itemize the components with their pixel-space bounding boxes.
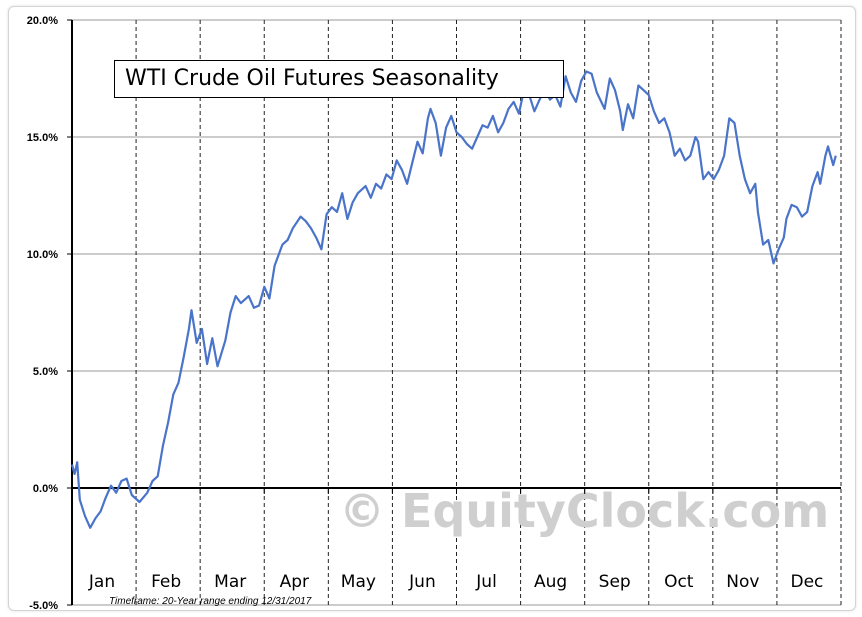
x-tick-label: Dec	[791, 572, 824, 592]
grid-layer	[72, 19, 842, 606]
seasonality-chart: © EquityClock.com 20.0% 15.0% 10.0% 5.0% 0.0…	[27, 15, 842, 610]
x-tick-label: Apr	[280, 572, 309, 592]
x-tick-label: Sep	[599, 572, 631, 592]
y-tick-label: 5.0%	[33, 366, 58, 378]
x-tick-label: Oct	[664, 572, 694, 592]
chart-frame: © EquityClock.com 20.0% 15.0% 10.0% 5.0% 0.0…	[8, 6, 856, 611]
x-tick-label: Jul	[475, 572, 497, 592]
x-tick-label: Jun	[408, 572, 436, 592]
y-tick-label: 15.0%	[27, 132, 58, 144]
x-tick-label: Jan	[88, 572, 115, 592]
y-tick-label: -5.0%	[29, 600, 58, 610]
x-tick-label: Nov	[726, 572, 759, 592]
series-line	[70, 70, 837, 529]
chart-title: WTI Crude Oil Futures Seasonality	[114, 60, 564, 98]
y-tick-label: 0.0%	[33, 483, 58, 495]
series-layer	[70, 70, 837, 529]
label-layer: 20.0% 15.0% 10.0% 5.0% 0.0% -5.0% Jan Feb Mar Apr…	[27, 15, 824, 610]
y-tick-label: 10.0%	[27, 249, 58, 261]
axes-layer	[67, 19, 841, 606]
timeframe-note: Timeframe: 20-Year range ending 12/31/20…	[109, 596, 312, 607]
y-tick-label: 20.0%	[27, 15, 58, 27]
x-tick-label: May	[341, 572, 376, 592]
x-tick-label: Mar	[214, 572, 246, 592]
watermark: © EquityClock.com	[339, 484, 829, 538]
x-tick-label: Aug	[534, 572, 567, 592]
x-tick-label: Feb	[151, 572, 181, 592]
